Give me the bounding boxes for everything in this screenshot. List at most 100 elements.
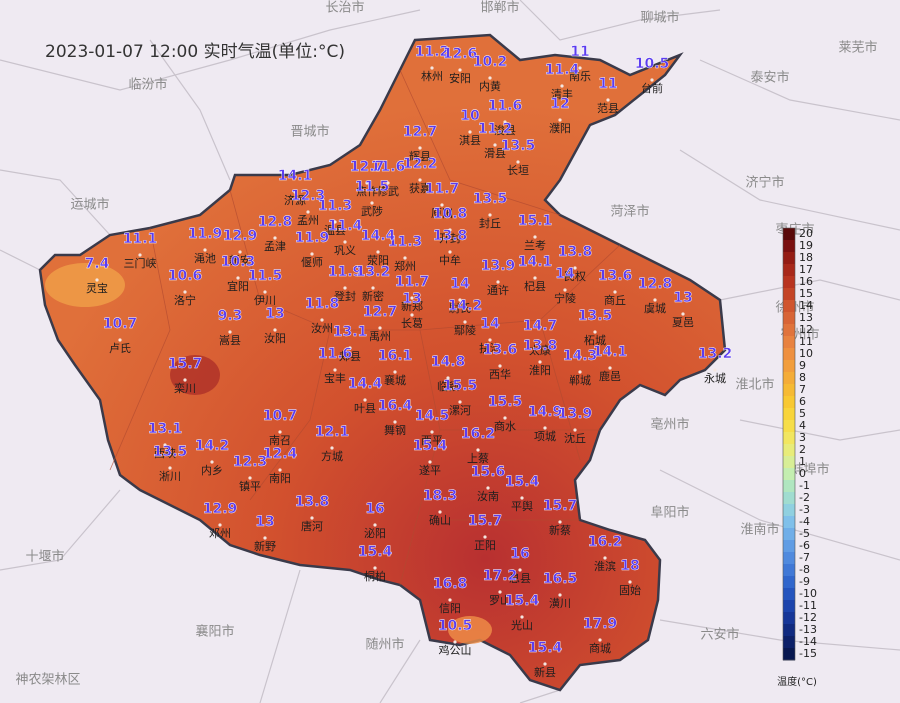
colorbar-label: -14 bbox=[799, 635, 817, 648]
station-name: 临颍 bbox=[437, 379, 459, 393]
station-value: 11.9 bbox=[295, 230, 330, 246]
station-value: 11.4 bbox=[328, 218, 363, 234]
station-value: 14.1 bbox=[278, 168, 313, 184]
station-dot bbox=[418, 178, 422, 182]
station-name: 洛宁 bbox=[174, 293, 196, 307]
station-dot bbox=[446, 376, 450, 380]
station-value: 13.2 bbox=[356, 264, 391, 280]
station-dot bbox=[520, 496, 524, 500]
station-value: 11.9 bbox=[188, 226, 223, 242]
station-dot bbox=[448, 250, 452, 254]
neighbor-city: 六安市 bbox=[700, 627, 739, 643]
station-dot bbox=[628, 580, 632, 584]
station-name: 清丰 bbox=[551, 88, 573, 101]
station-value: 11.2 bbox=[478, 121, 513, 137]
neighbor-city: 襄阳市 bbox=[195, 624, 234, 640]
station-dot bbox=[533, 276, 537, 280]
colorbar-swatch bbox=[783, 300, 795, 313]
hot-patch bbox=[170, 355, 220, 395]
station-name: 灵宝 bbox=[86, 281, 108, 295]
station-value: 13.6 bbox=[483, 342, 518, 358]
station-value: 12.7 bbox=[363, 304, 398, 320]
colorbar-swatch bbox=[783, 504, 795, 517]
station-name: 商水 bbox=[494, 419, 516, 433]
station-dot bbox=[563, 288, 567, 292]
station-name: 长葛 bbox=[401, 317, 423, 330]
station-value: 17.9 bbox=[583, 616, 618, 632]
station-name: 温县 bbox=[324, 224, 346, 237]
station-name: 西平 bbox=[421, 434, 443, 447]
station-value: 11.7 bbox=[395, 274, 430, 290]
station-name: 登封 bbox=[334, 289, 356, 303]
station-name: 济源 bbox=[284, 193, 306, 207]
station-value: 15.4 bbox=[413, 438, 448, 454]
station-name: 范县 bbox=[597, 101, 619, 115]
station-name: 禹州 bbox=[369, 330, 391, 343]
station-value: 14.1 bbox=[593, 344, 628, 360]
station-name: 浚县 bbox=[494, 123, 516, 137]
station-dot bbox=[278, 468, 282, 472]
colorbar-label: 19 bbox=[799, 239, 813, 252]
station-name: 信阳 bbox=[439, 602, 461, 615]
colorbar-swatch bbox=[783, 540, 795, 553]
station-value: 12.8 bbox=[258, 214, 293, 230]
station-value: 12.3 bbox=[233, 454, 268, 470]
neighbor-city: 邯郸市 bbox=[480, 0, 519, 16]
colorbar-swatch bbox=[783, 372, 795, 385]
station-name: 宝丰 bbox=[324, 371, 346, 385]
station-value: 10.7 bbox=[263, 408, 298, 424]
station-name: 光山 bbox=[511, 618, 533, 632]
station-name: 汝南 bbox=[477, 489, 499, 503]
station-name: 扶沟 bbox=[479, 341, 501, 355]
colorbar-label: 14 bbox=[799, 299, 813, 312]
station-dot bbox=[430, 430, 434, 434]
colorbar-label: 3 bbox=[799, 431, 806, 444]
station-value: 13.9 bbox=[558, 406, 593, 422]
station-value: 11.6 bbox=[488, 98, 523, 114]
station-name: 嵩县 bbox=[219, 334, 241, 347]
station-value: 15.4 bbox=[505, 593, 540, 609]
station-name: 修武 bbox=[377, 184, 399, 198]
station-value: 14 bbox=[480, 316, 500, 332]
station-value: 12.9 bbox=[223, 228, 258, 244]
colorbar-label: 11 bbox=[799, 335, 813, 348]
colorbar-swatch bbox=[783, 396, 795, 409]
station-dot bbox=[453, 640, 457, 644]
station-name: 西峡 bbox=[154, 446, 176, 460]
station-value: 15.4 bbox=[505, 474, 540, 490]
colorbar-label: -5 bbox=[799, 527, 810, 540]
colorbar-label: 16 bbox=[799, 275, 813, 288]
station-value: 10.8 bbox=[433, 206, 468, 222]
station-dot bbox=[418, 146, 422, 150]
station-value: 13 bbox=[255, 514, 274, 530]
station-value: 12.2 bbox=[403, 156, 438, 172]
station-value: 13.1 bbox=[148, 421, 183, 437]
station-dot bbox=[488, 213, 492, 217]
station-name: 镇平 bbox=[239, 479, 261, 493]
station-name: 孟州 bbox=[297, 214, 319, 227]
station-value: 15.6 bbox=[471, 464, 506, 480]
colorbar-label: -2 bbox=[799, 491, 810, 504]
station-value: 14.5 bbox=[415, 408, 450, 424]
station-value: 13.1 bbox=[333, 324, 368, 340]
colorbar-label: 10 bbox=[799, 347, 813, 360]
station-name: 滑县 bbox=[484, 147, 506, 160]
colorbar-swatch bbox=[783, 468, 795, 481]
station-dot bbox=[370, 201, 374, 205]
colorbar-label: -7 bbox=[799, 551, 810, 564]
station-value: 18.3 bbox=[423, 488, 458, 504]
station-dot bbox=[573, 428, 577, 432]
neighbor-city: 淮北市 bbox=[735, 377, 774, 393]
station-value: 11.7 bbox=[425, 181, 460, 197]
station-dot bbox=[448, 598, 452, 602]
colorbar-swatch bbox=[783, 528, 795, 541]
neighbor-city: 晋城市 bbox=[290, 124, 329, 140]
station-name: 封丘 bbox=[479, 216, 501, 230]
station-name: 柘城 bbox=[584, 333, 606, 347]
colorbar-swatch bbox=[783, 624, 795, 637]
station-value: 14.4 bbox=[348, 376, 383, 392]
neighbor-city: 长治市 bbox=[325, 0, 364, 16]
station-value: 7.4 bbox=[85, 256, 110, 272]
station-name: 淇县 bbox=[459, 134, 481, 147]
